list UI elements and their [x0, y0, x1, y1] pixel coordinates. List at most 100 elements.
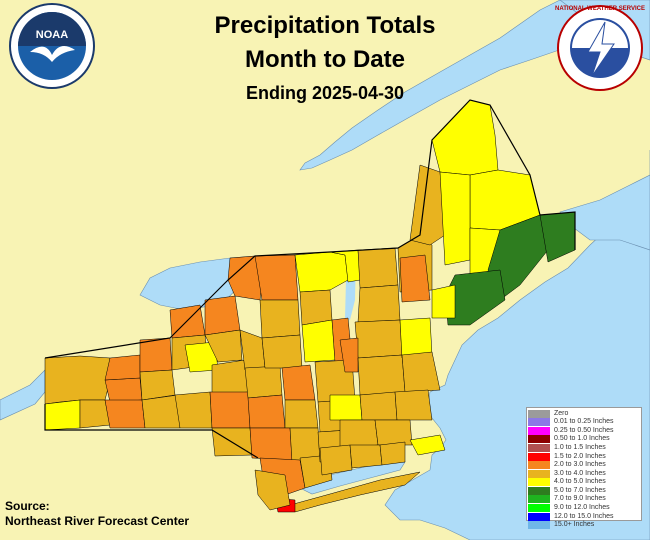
- county-region: [301, 319, 336, 363]
- legend-swatch: [528, 461, 550, 470]
- legend-item: 0.01 to 0.25 Inches: [528, 418, 641, 427]
- county-region: [359, 391, 398, 421]
- county-region: [439, 171, 471, 266]
- map-title-line-1: Precipitation Totals: [214, 12, 436, 39]
- county-region: [431, 284, 456, 319]
- legend-item: 1.0 to 1.5 Inches: [528, 443, 641, 452]
- legend-label: 7.0 to 9.0 Inches: [554, 495, 606, 503]
- county-region: [299, 289, 333, 326]
- county-region: [354, 319, 403, 359]
- county-region: [139, 369, 176, 401]
- noaa-logo-text: NOAA: [36, 29, 68, 41]
- county-region: [409, 164, 446, 246]
- county-region: [244, 365, 283, 399]
- county-region: [401, 351, 441, 393]
- county-region: [44, 399, 81, 431]
- county-region: [104, 399, 146, 429]
- source-name: Northeast River Forecast Center: [5, 514, 190, 528]
- bay-of-fundy: [559, 174, 650, 251]
- legend-swatch: [528, 452, 550, 461]
- nws-logo-text: NATIONAL WEATHER SERVICE: [555, 6, 645, 12]
- county-region: [249, 427, 293, 461]
- county-region: [399, 317, 433, 359]
- legend-item: 15.0+ Inches: [528, 521, 641, 530]
- noaa-logo: NOAA: [9, 3, 95, 89]
- legend-item: 3.0 to 4.0 Inches: [528, 469, 641, 478]
- legend-swatch: [528, 469, 550, 478]
- county-region: [379, 441, 406, 466]
- map-title-line-2: Month to Date: [245, 46, 405, 73]
- legend-label: 12.0 to 15.0 Inches: [554, 512, 614, 520]
- legend-item: 1.5 to 2.0 Inches: [528, 452, 641, 461]
- legend-swatch: [528, 495, 550, 504]
- county-region: [357, 354, 406, 396]
- county-region: [357, 284, 401, 323]
- county-region: [281, 364, 316, 401]
- county-region: [141, 394, 181, 429]
- county-region: [399, 254, 431, 303]
- county-region: [254, 254, 299, 301]
- legend-item: Zero: [528, 409, 641, 418]
- county-region: [104, 354, 141, 381]
- legend-label: 1.5 to 2.0 Inches: [554, 452, 606, 460]
- county-polygons: [44, 99, 576, 513]
- legend-label: Zero: [554, 409, 569, 417]
- source-label: Source:: [5, 499, 50, 513]
- legend-swatch: [528, 409, 550, 418]
- county-region: [104, 377, 143, 403]
- legend-item: 12.0 to 15.0 Inches: [528, 512, 641, 521]
- county-region: [284, 399, 319, 429]
- legend-swatch: [528, 435, 550, 444]
- legend-label: 1.0 to 1.5 Inches: [554, 443, 606, 451]
- county-region: [339, 419, 379, 449]
- county-region: [139, 337, 173, 373]
- county-region: [349, 444, 383, 469]
- legend-label: 15.0+ Inches: [554, 521, 595, 529]
- county-region: [261, 334, 303, 369]
- legend-item: 4.0 to 5.0 Inches: [528, 478, 641, 487]
- county-region: [254, 469, 291, 511]
- legend-label: 9.0 to 12.0 Inches: [554, 504, 610, 512]
- state-borders: [44, 99, 576, 459]
- county-region: [211, 359, 249, 396]
- legend-item: 5.0 to 7.0 Inches: [528, 486, 641, 495]
- legend-swatch: [528, 426, 550, 435]
- legend-label: 3.0 to 4.0 Inches: [554, 469, 606, 477]
- legend-label: 4.0 to 5.0 Inches: [554, 478, 606, 486]
- legend-swatch: [528, 521, 550, 530]
- county-region: [44, 355, 111, 405]
- legend-label: 2.0 to 3.0 Inches: [554, 461, 606, 469]
- legend-label: 0.01 to 0.25 Inches: [554, 418, 614, 426]
- county-region: [329, 394, 363, 421]
- long-island-sound: [299, 461, 406, 495]
- county-region: [357, 247, 399, 289]
- legend-item: 0.25 to 0.50 Inches: [528, 426, 641, 435]
- legend-swatch: [528, 504, 550, 513]
- legend-swatch: [528, 418, 550, 427]
- county-region: [209, 391, 251, 429]
- legend-label: 0.25 to 0.50 Inches: [554, 426, 614, 434]
- legend-swatch: [528, 486, 550, 495]
- legend-item: 9.0 to 12.0 Inches: [528, 504, 641, 513]
- county-region: [394, 389, 433, 421]
- county-region: [204, 295, 241, 336]
- legend-swatch: [528, 478, 550, 487]
- legend-swatch: [528, 443, 550, 452]
- nws-logo: NATIONAL WEATHER SERVICE: [555, 5, 645, 91]
- county-region: [409, 434, 446, 456]
- county-region: [319, 444, 353, 476]
- legend-label: 0.50 to 1.0 Inches: [554, 435, 610, 443]
- map-title-line-3: Ending 2025-04-30: [245, 83, 405, 103]
- county-region: [289, 471, 421, 513]
- county-region: [259, 299, 301, 339]
- legend-swatch: [528, 512, 550, 521]
- legend-item: 0.50 to 1.0 Inches: [528, 435, 641, 444]
- county-region: [339, 337, 359, 373]
- legend-item: 2.0 to 3.0 Inches: [528, 461, 641, 470]
- county-region: [374, 419, 413, 446]
- legend: Zero 0.01 to 0.25 Inches 0.25 to 0.50 Inch…: [526, 407, 642, 530]
- county-region: [174, 391, 213, 429]
- legend-label: 5.0 to 7.0 Inches: [554, 486, 606, 494]
